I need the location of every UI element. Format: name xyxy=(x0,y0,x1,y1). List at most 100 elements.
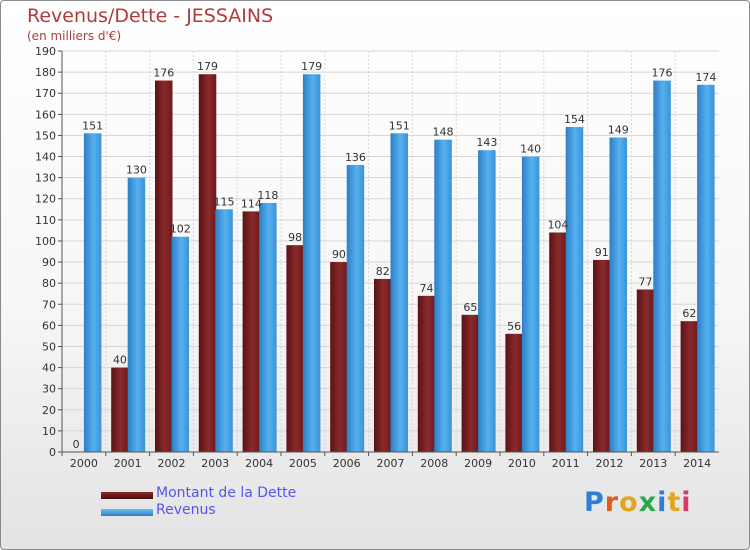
x-tick-label: 2004 xyxy=(245,457,273,470)
x-tick-label: 2008 xyxy=(420,457,448,470)
logo-letter: i xyxy=(681,487,692,518)
legend-label-revenue: Revenus xyxy=(156,502,216,518)
data-label: 65 xyxy=(463,301,477,314)
y-tick-label: 120 xyxy=(35,193,56,206)
bar-revenue xyxy=(478,150,496,452)
y-tick-label: 60 xyxy=(42,319,56,332)
bar-debt xyxy=(505,333,523,452)
data-label: 82 xyxy=(376,265,390,278)
bar-revenue xyxy=(609,137,627,452)
bar-debt xyxy=(242,211,261,452)
bar-revenue xyxy=(434,139,452,453)
data-label: 130 xyxy=(126,164,147,177)
x-axis: 2000 2001 2002 2003 2004 2005 2006 2007 2008 2009… xyxy=(61,451,719,470)
data-label: 143 xyxy=(476,136,497,149)
data-label: 90 xyxy=(332,248,346,261)
bar-debt xyxy=(374,278,392,452)
data-label: 114 xyxy=(241,197,262,210)
bar-revenue xyxy=(653,80,671,453)
bar-debt xyxy=(593,259,611,452)
bar-debt xyxy=(155,80,173,453)
data-label: 154 xyxy=(564,113,585,126)
bar-revenue xyxy=(83,133,102,452)
x-tick-label: 2010 xyxy=(508,457,536,470)
data-label: 118 xyxy=(257,189,278,202)
bar-debt xyxy=(549,232,567,452)
data-label: 151 xyxy=(82,119,103,132)
y-tick-label: 150 xyxy=(35,129,56,142)
data-label: 62 xyxy=(682,307,696,320)
bar-debt xyxy=(111,367,129,452)
legend-label-debt: Montant de la Dette xyxy=(156,485,297,501)
y-tick-label: 10 xyxy=(42,425,56,438)
data-label: 98 xyxy=(288,231,302,244)
y-tick-label: 110 xyxy=(35,214,56,227)
y-tick-label: 160 xyxy=(35,108,56,121)
x-tick-label: 2005 xyxy=(289,457,317,470)
y-tick-label: 90 xyxy=(42,256,56,269)
x-tick-label: 2006 xyxy=(333,457,361,470)
bars xyxy=(83,74,715,453)
bar-revenue xyxy=(697,84,715,452)
data-label: 74 xyxy=(420,282,434,295)
bar-revenue xyxy=(346,164,365,452)
bar-debt xyxy=(198,74,217,452)
y-tick-label: 30 xyxy=(42,383,56,396)
x-tick-label: 2013 xyxy=(639,457,667,470)
data-label: 136 xyxy=(345,151,366,164)
data-label: 176 xyxy=(652,67,673,80)
y-tick-label: 180 xyxy=(35,66,56,79)
logo-letter: t xyxy=(667,487,682,518)
x-tick-label: 2000 xyxy=(70,457,98,470)
data-label: 77 xyxy=(639,275,653,288)
bar-debt xyxy=(636,289,655,452)
y-tick-label: 130 xyxy=(35,172,56,185)
data-label: 102 xyxy=(170,223,191,236)
y-tick-label: 20 xyxy=(42,404,56,417)
data-label: 174 xyxy=(695,71,716,84)
bar-debt xyxy=(417,295,436,452)
x-tick-label: 2009 xyxy=(464,457,492,470)
x-tick-label: 2012 xyxy=(596,457,624,470)
data-label: 176 xyxy=(153,67,174,80)
bar-revenue xyxy=(259,202,277,452)
data-label: 104 xyxy=(547,219,568,232)
logo-letter: P xyxy=(584,487,605,518)
bar-revenue xyxy=(215,209,233,452)
y-tick-label: 170 xyxy=(35,87,56,100)
bar-revenue xyxy=(390,133,408,452)
x-tick-label: 2011 xyxy=(552,457,580,470)
x-tick-label: 2002 xyxy=(158,457,186,470)
y-tick-label: 190 xyxy=(35,45,56,58)
x-tick-label: 2001 xyxy=(114,457,142,470)
data-label: 56 xyxy=(507,320,521,333)
logo-letter: x xyxy=(638,487,658,518)
legend-swatch-debt xyxy=(101,492,153,499)
y-tick-label: 70 xyxy=(42,298,56,311)
logo-letter: r xyxy=(604,487,620,518)
y-tick-label: 100 xyxy=(35,235,56,248)
bar-revenue xyxy=(565,126,584,453)
data-label: 179 xyxy=(197,60,218,73)
bar-revenue xyxy=(302,74,321,452)
bar-debt xyxy=(461,314,480,452)
y-tick-label: 50 xyxy=(42,340,56,353)
data-label: 91 xyxy=(595,246,609,259)
legend-swatch-revenue xyxy=(101,509,153,516)
bar-revenue xyxy=(521,156,540,453)
y-tick-label: 80 xyxy=(42,277,56,290)
y-tick-label: 40 xyxy=(42,362,56,375)
x-tick-label: 2007 xyxy=(377,457,405,470)
y-axis: 0 10 20 30 40 50 60 70 80 90 100 110 120 130 140 150 160… xyxy=(35,45,63,459)
chart-subtitle: (en milliers d'€) xyxy=(27,29,122,43)
y-tick-label: 0 xyxy=(49,446,56,459)
logo-letter: i xyxy=(657,487,668,518)
data-label: 140 xyxy=(520,143,541,156)
proxiti-logo: Proxiti xyxy=(584,487,692,518)
bar-revenue xyxy=(127,177,146,452)
bar-debt xyxy=(680,321,699,452)
logo-letter: o xyxy=(619,487,639,518)
